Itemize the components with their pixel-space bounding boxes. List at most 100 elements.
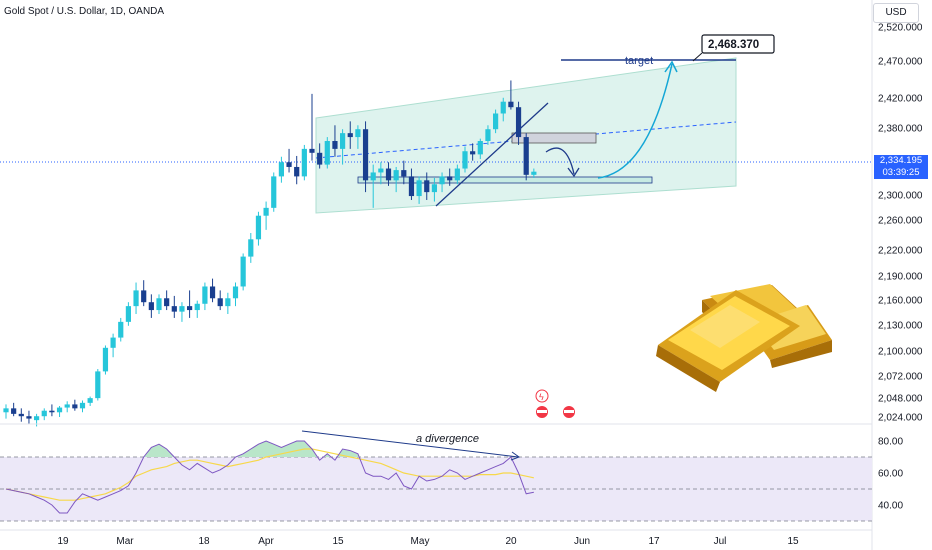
projection-arrow-up <box>597 63 673 179</box>
rsi-series <box>5 440 534 514</box>
time-tick-label: May <box>411 536 430 547</box>
price-tick-label: 2,220.000 <box>878 246 923 257</box>
target-pointer <box>692 52 703 62</box>
candle-body <box>431 184 437 193</box>
candle <box>286 148 292 173</box>
candle-body <box>294 166 300 177</box>
candle <box>179 302 185 322</box>
candlestick-series <box>3 80 537 427</box>
candle <box>209 278 216 303</box>
rsi-tick-label: 40.00 <box>878 501 903 512</box>
candle <box>362 121 369 193</box>
candle-body <box>378 168 384 173</box>
price-tick-label: 2,072.000 <box>878 372 923 383</box>
currency-selector[interactable]: USD <box>873 3 919 23</box>
candle-body <box>523 137 529 175</box>
candle <box>332 125 338 157</box>
candle-body <box>156 298 162 311</box>
candle <box>500 97 506 122</box>
chart-title: Gold Spot / U.S. Dollar, 1D, OANDA <box>4 6 164 17</box>
candle-body <box>187 306 193 311</box>
candle <box>56 405 63 417</box>
candle <box>34 413 40 427</box>
time-tick-label: 17 <box>648 536 660 547</box>
candle <box>416 176 422 204</box>
candle <box>508 80 514 110</box>
target-price-label: 2,468.370 <box>708 39 759 51</box>
candle <box>26 410 32 425</box>
candle-body <box>401 170 407 177</box>
candle <box>355 125 361 149</box>
candle-body <box>493 113 499 130</box>
candle-body <box>125 306 131 322</box>
candle <box>309 93 315 161</box>
candle <box>462 146 468 173</box>
candle <box>217 290 223 311</box>
candle-body <box>301 148 307 177</box>
candle <box>248 233 254 263</box>
time-axis: 19 Mar 18 Apr 15 May 20 Jun 17 Jul 15 <box>57 536 799 547</box>
candle <box>263 201 269 230</box>
lightning-glyph: ϟ <box>539 392 544 402</box>
candle <box>255 211 262 246</box>
candle-body <box>278 162 284 177</box>
candle-body <box>263 207 269 216</box>
candle <box>133 282 139 314</box>
candle-body <box>194 303 200 311</box>
candle-body <box>462 151 468 169</box>
candle-body <box>95 371 101 399</box>
current-price-value: 2,334.195 <box>879 155 923 166</box>
price-tick-label: 2,520.000 <box>878 23 923 34</box>
candle <box>347 121 353 149</box>
candle <box>439 172 445 193</box>
support-zone <box>357 176 653 184</box>
us-flag-stripe-2 <box>564 410 574 413</box>
candle <box>87 396 93 406</box>
candle-body <box>72 404 78 409</box>
candle-body <box>248 239 254 257</box>
divergence-line <box>301 430 519 458</box>
candle-body <box>171 306 177 312</box>
target-price-box <box>701 34 775 54</box>
candle <box>294 155 300 185</box>
target-label: target <box>625 55 653 67</box>
candle <box>72 399 78 411</box>
countdown-value: 03:39:25 <box>882 167 920 178</box>
price-tick-label: 2,380.000 <box>878 124 923 135</box>
candle <box>393 166 399 193</box>
candle-body <box>255 215 262 240</box>
candle-body <box>370 172 376 181</box>
candle-body <box>454 168 460 181</box>
candle <box>485 125 491 145</box>
price-tick-label: 2,160.000 <box>878 296 923 307</box>
candle-body <box>531 171 537 175</box>
price-tick-label: 2,470.000 <box>878 57 923 68</box>
time-tick-label: 19 <box>57 536 69 547</box>
candle <box>79 400 86 413</box>
rsi-tick-label: 80.00 <box>878 437 903 448</box>
candle <box>378 162 384 185</box>
candle <box>18 408 24 422</box>
candle <box>118 317 124 342</box>
candle-body <box>385 168 392 181</box>
time-tick-label: Apr <box>258 536 274 547</box>
candle <box>225 292 231 314</box>
divergence-label: a divergence <box>416 433 479 445</box>
price-tick-label: 2,130.000 <box>878 321 923 332</box>
candle-body <box>118 321 124 338</box>
candle <box>515 101 522 145</box>
candle <box>278 156 284 183</box>
candle-body <box>41 410 47 417</box>
event-icon-lightning[interactable] <box>535 389 549 403</box>
candle-body <box>271 176 277 208</box>
candle <box>470 143 476 161</box>
candle-body <box>18 413 24 417</box>
rsi-overbought-fill <box>6 441 534 457</box>
candle-body <box>102 347 109 372</box>
candle <box>194 300 200 318</box>
candle <box>431 177 437 202</box>
candle-body <box>49 410 55 413</box>
candle-body <box>209 286 216 299</box>
candle <box>164 290 170 311</box>
